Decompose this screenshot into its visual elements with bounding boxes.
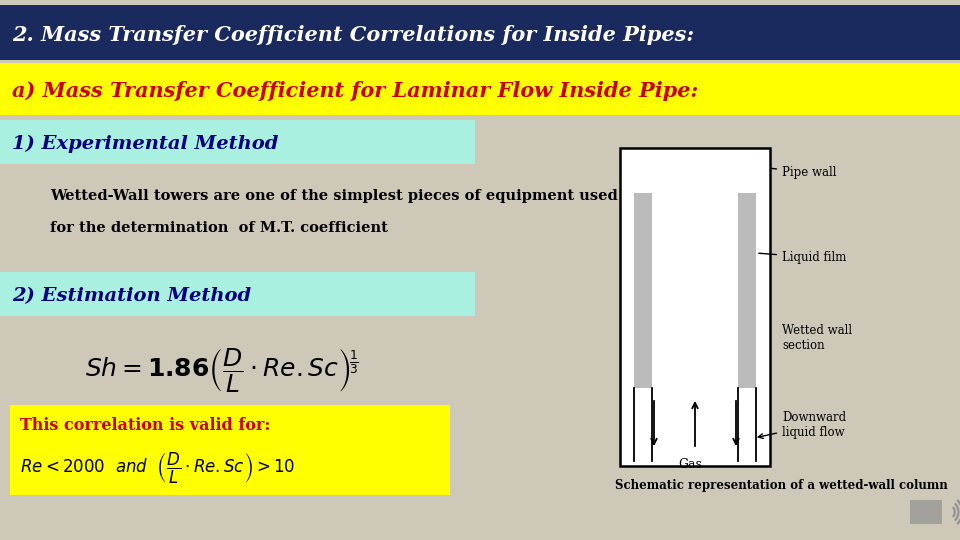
Text: 2. Mass Transfer Coefficient Correlations for Inside Pipes:: 2. Mass Transfer Coefficient Correlation… — [12, 25, 694, 45]
Bar — [0, 272, 475, 316]
Text: $\mathit{Sh} = \mathbf{1.86}\left(\dfrac{\mathit{D}}{\mathit{L}}\cdot \mathit{Re: $\mathit{Sh} = \mathbf{1.86}\left(\dfrac… — [85, 346, 359, 394]
Text: 1) Experimental Method: 1) Experimental Method — [12, 135, 278, 153]
Text: Gas: Gas — [678, 458, 702, 471]
Text: Schematic representation of a wetted-wall column: Schematic representation of a wetted-wal… — [615, 480, 948, 492]
Bar — [634, 193, 652, 388]
Text: $\mathit{Re} < 2000$  $\mathit{and}$  $\left(\dfrac{\mathit{D}}{\mathit{L}}\cdot: $\mathit{Re} < 2000$ $\mathit{and}$ $\le… — [20, 450, 296, 485]
Bar — [0, 120, 475, 164]
Text: Pipe wall: Pipe wall — [771, 166, 836, 179]
Text: Downward
liquid flow: Downward liquid flow — [758, 411, 846, 439]
Text: 2) Estimation Method: 2) Estimation Method — [12, 287, 252, 305]
Bar — [10, 405, 450, 495]
Bar — [738, 193, 756, 388]
Bar — [0, 63, 960, 115]
Text: This correlation is valid for:: This correlation is valid for: — [20, 417, 271, 435]
Bar — [910, 500, 942, 524]
Text: Wetted wall
section: Wetted wall section — [782, 324, 852, 352]
Text: a) Mass Transfer Coefficient for Laminar Flow Inside Pipe:: a) Mass Transfer Coefficient for Laminar… — [12, 81, 698, 101]
Bar — [0, 5, 960, 60]
Text: Liquid film: Liquid film — [758, 251, 847, 264]
Text: for the determination  of M.T. coefficient: for the determination of M.T. coefficien… — [50, 221, 388, 235]
Text: Wetted-Wall towers are one of the simplest pieces of equipment used: Wetted-Wall towers are one of the simple… — [50, 189, 617, 203]
Bar — [620, 148, 770, 466]
